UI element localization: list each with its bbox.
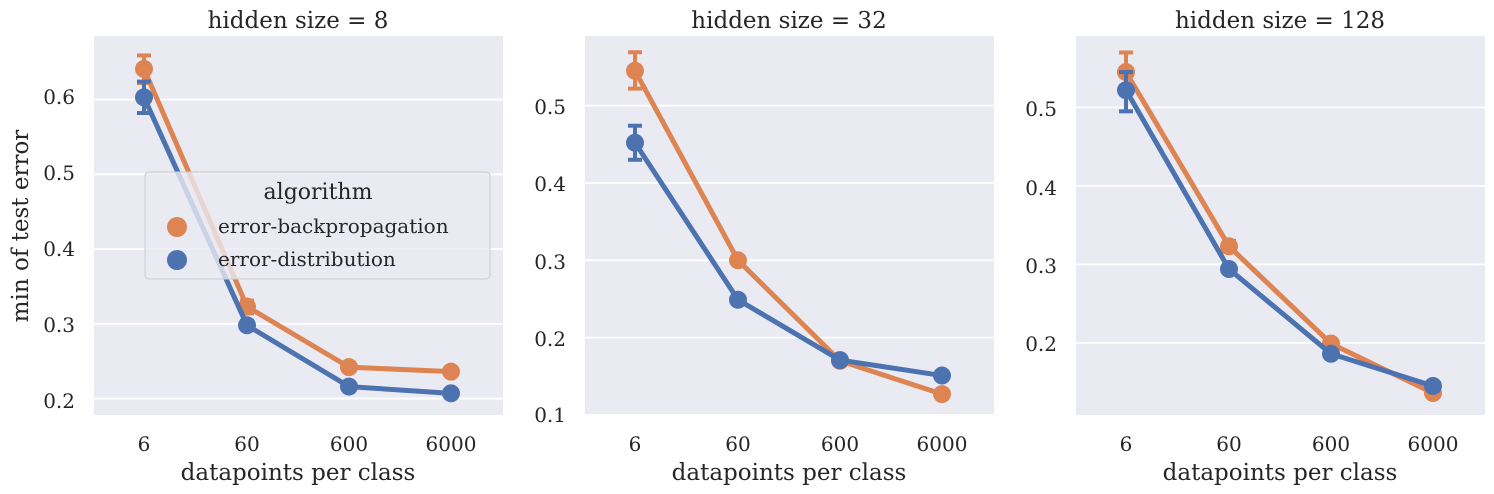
x-tick-label: 600 xyxy=(1312,432,1350,456)
legend-title: algorithm xyxy=(264,180,373,205)
y-tick-label: 0.2 xyxy=(1025,332,1057,356)
x-tick-label: 6 xyxy=(138,432,151,456)
x-axis-label-1: datapoints per class xyxy=(181,460,416,486)
series-layer-1 xyxy=(135,53,460,403)
y-tick-labels-1: 0.2 0.3 0.4 0.5 0.6 xyxy=(43,85,75,413)
data-point-error-backpropagation xyxy=(442,362,460,381)
y-tick-label: 0.3 xyxy=(1025,254,1057,278)
y-tick-labels-2: 0.1 0.2 0.3 0.4 0.5 xyxy=(534,95,566,427)
series-layer-2 xyxy=(626,50,951,404)
panel-title-1: hidden size = 8 xyxy=(208,8,389,34)
data-point-error-distribution xyxy=(933,366,951,385)
x-tick-label: 6000 xyxy=(426,432,477,456)
y-tick-label: 0.1 xyxy=(534,403,566,427)
y-tick-label: 0.2 xyxy=(534,327,566,351)
data-point-error-backpropagation xyxy=(135,59,153,78)
x-tick-label: 600 xyxy=(821,432,859,456)
x-axis-label-2: datapoints per class xyxy=(672,460,907,486)
legend-label-distribution: error-distribution xyxy=(218,247,396,271)
x-tick-labels-1: 6 60 600 6000 xyxy=(138,432,477,456)
y-tick-label: 0.3 xyxy=(43,313,75,337)
data-point-error-distribution xyxy=(135,88,153,107)
y-tick-label: 0.6 xyxy=(43,85,75,109)
x-tick-label: 6000 xyxy=(917,432,968,456)
x-tick-label: 6000 xyxy=(1408,432,1459,456)
data-point-error-backpropagation xyxy=(1220,237,1238,256)
x-tick-label: 6 xyxy=(1120,432,1133,456)
legend-marker-backprop xyxy=(167,217,187,237)
x-tick-label: 60 xyxy=(234,432,259,456)
data-point-error-distribution xyxy=(1220,260,1238,279)
data-point-error-distribution xyxy=(1424,376,1442,395)
data-point-error-distribution xyxy=(340,377,358,396)
y-tick-label: 0.4 xyxy=(534,172,566,196)
data-point-error-backpropagation xyxy=(933,385,951,404)
panel-hidden-size-128: hidden size = 128 0.2 0.3 0.4 0.5 6 60 6… xyxy=(1025,8,1485,486)
legend: algorithm error-backpropagation error-di… xyxy=(144,171,491,280)
data-point-error-distribution xyxy=(238,316,256,335)
panel-hidden-size-32: hidden size = 32 0.1 0.2 0.3 0.4 0.5 6 6… xyxy=(534,8,994,486)
y-tick-label: 0.2 xyxy=(43,389,75,413)
data-point-error-distribution xyxy=(1117,81,1135,100)
data-point-error-distribution xyxy=(626,133,644,152)
series-line-error-distribution xyxy=(632,140,945,379)
x-tick-label: 60 xyxy=(1216,432,1241,456)
series-layer-3 xyxy=(1117,50,1442,403)
x-tick-label: 60 xyxy=(725,432,750,456)
x-tick-labels-3: 6 60 600 6000 xyxy=(1120,432,1459,456)
y-tick-label: 0.5 xyxy=(534,95,566,119)
legend-box xyxy=(144,171,491,280)
panel-title-3: hidden size = 128 xyxy=(1175,8,1385,34)
data-point-error-backpropagation xyxy=(340,358,358,377)
y-tick-label: 0.4 xyxy=(1025,176,1057,200)
x-axis-label-3: datapoints per class xyxy=(1163,460,1398,486)
data-point-error-distribution xyxy=(1322,344,1340,363)
x-tick-label: 600 xyxy=(330,432,368,456)
x-tick-label: 6 xyxy=(629,432,642,456)
y-tick-label: 0.3 xyxy=(534,250,566,274)
legend-label-backprop: error-backpropagation xyxy=(218,214,449,238)
data-point-error-backpropagation xyxy=(729,251,747,270)
legend-marker-distribution xyxy=(167,250,187,270)
y-tick-labels-3: 0.2 0.3 0.4 0.5 xyxy=(1025,97,1057,356)
data-point-error-distribution xyxy=(831,351,849,370)
y-tick-label: 0.5 xyxy=(1025,97,1057,121)
series-line-error-backpropagation xyxy=(632,68,945,397)
panel-title-2: hidden size = 32 xyxy=(691,8,886,34)
data-point-error-distribution xyxy=(729,290,747,309)
y-axis-label: min of test error xyxy=(8,130,34,323)
x-tick-labels-2: 6 60 600 6000 xyxy=(629,432,968,456)
data-point-error-distribution xyxy=(442,384,460,403)
y-tick-label: 0.5 xyxy=(43,161,75,185)
data-point-error-backpropagation xyxy=(626,61,644,80)
series-line-error-distribution xyxy=(1123,87,1436,389)
y-tick-label: 0.4 xyxy=(43,237,75,261)
